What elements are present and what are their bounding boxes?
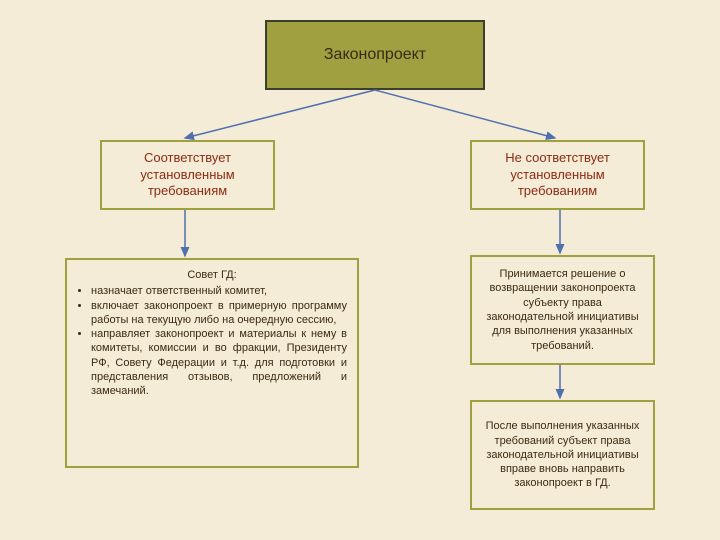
list-item: назначает ответственный комитет, [91,284,347,298]
node-top-label: Законопроект [324,46,426,64]
edge [375,90,555,138]
node-left: Соответствует установленным требованиям [100,140,275,210]
node-right-label: Не соответствует установленным требовани… [478,150,637,201]
node-top: Законопроект [265,20,485,90]
node-right: Не соответствует установленным требовани… [470,140,645,210]
list-item: направляет законопроект и материалы к не… [91,327,347,398]
node-right1-label: Принимается решение о возвращении законо… [478,267,647,353]
list-item: включает законопроект в примерную програ… [91,299,347,328]
node-right2: После выполнения указанных требований су… [470,400,655,510]
node-left-label: Соответствует установленным требованиям [108,150,267,201]
edge [185,90,375,138]
node-right1: Принимается решение о возвращении законо… [470,255,655,365]
node-right2-label: После выполнения указанных требований су… [478,419,647,490]
left-detail-list: назначает ответственный комитет, включае… [77,284,347,398]
left-detail-title: Совет ГД: [77,268,347,282]
node-left-detail: Совет ГД: назначает ответственный комите… [65,258,359,468]
